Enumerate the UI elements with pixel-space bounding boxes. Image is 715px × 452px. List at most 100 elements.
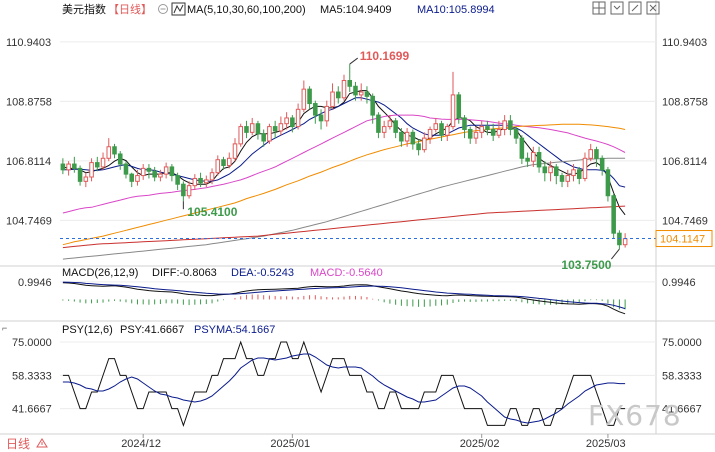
candle [232, 138, 238, 162]
candle [462, 115, 467, 139]
candle [290, 115, 295, 133]
warning-triangle-icon[interactable] [36, 438, 48, 448]
candle [370, 93, 375, 124]
settings-icon[interactable] [158, 4, 168, 14]
candle-body [525, 157, 530, 162]
candle [588, 143, 593, 162]
y-tick-label-right: 106.8114 [662, 156, 707, 168]
ma-legend-label: MA(5,10,30,60,100,200) [187, 4, 306, 16]
candle-body [192, 177, 198, 187]
close-icon[interactable] [646, 1, 660, 15]
candle-body [548, 166, 553, 174]
footer-period[interactable]: 日线 [6, 437, 48, 451]
candle-body [112, 146, 117, 155]
candle-body [106, 146, 112, 159]
macd-series [62, 281, 626, 315]
candle-body [313, 103, 318, 116]
candle [485, 120, 490, 136]
candle-body [599, 157, 605, 171]
macd-y-axis: 0.9946 0.9946 [18, 277, 696, 289]
candle [140, 164, 146, 180]
candle-body [370, 95, 375, 116]
candle [60, 158, 66, 175]
candle [152, 166, 157, 182]
candle [335, 86, 341, 104]
watermark: FX678 [588, 399, 682, 432]
candle [513, 126, 519, 144]
candle-body [140, 167, 146, 177]
candle-body [554, 166, 559, 177]
candle-body [255, 123, 261, 135]
candle [496, 120, 502, 139]
candle [135, 169, 140, 186]
candle [427, 126, 433, 144]
candle-body [381, 126, 387, 133]
y-tick-label-left: 110.9403 [6, 37, 51, 49]
candle [393, 117, 398, 139]
candle-body [479, 126, 484, 133]
candle-body [129, 173, 134, 182]
candle [571, 164, 576, 182]
candle-body [209, 172, 215, 181]
candle [272, 120, 278, 139]
candle [364, 86, 370, 104]
candle-body [272, 126, 278, 132]
candle [542, 161, 548, 182]
candle [554, 164, 559, 185]
candle-body [444, 126, 450, 136]
candle-body [72, 163, 77, 169]
ma-line-ma100 [62, 157, 626, 260]
candle [381, 120, 387, 139]
candle [95, 156, 100, 172]
candle [72, 156, 77, 173]
candle [226, 152, 232, 169]
candle [198, 172, 203, 188]
chart-type-icon[interactable] [171, 2, 186, 16]
footer-period-label[interactable]: 日线 [6, 437, 30, 451]
candle-body [95, 162, 100, 168]
candle [255, 120, 261, 140]
candle-body [427, 128, 433, 139]
candle-body [117, 153, 123, 165]
y-tick-label-left: 75.0000 [12, 337, 52, 349]
candle [146, 164, 152, 179]
psy-name: PSY(12,6) [62, 324, 113, 336]
candle-body [335, 91, 341, 99]
candle [284, 112, 289, 130]
x-axis: 2024/12 2025/01 2025/02 2025/03 [121, 434, 626, 450]
ma-line-ma30 [62, 114, 626, 214]
candle-body [290, 117, 295, 128]
high-marker [349, 57, 359, 65]
candle [559, 172, 565, 188]
y-tick-label-left: 0.9946 [18, 277, 52, 289]
candle [467, 126, 473, 144]
candle [192, 174, 198, 190]
candle [565, 169, 571, 188]
ma-line-ma60 [62, 123, 626, 246]
candle [129, 172, 134, 188]
candle [479, 120, 484, 139]
candle-body [508, 120, 513, 130]
candle-body [565, 175, 571, 182]
candle-body [364, 91, 370, 97]
expand-icon[interactable] [610, 1, 624, 15]
candle-body [169, 166, 175, 177]
candle [313, 100, 318, 124]
high-label: 110.1699 [360, 49, 410, 63]
candle-body [89, 162, 94, 178]
candle-body [416, 143, 421, 151]
candle [536, 146, 542, 173]
candle [410, 129, 416, 150]
period-label[interactable]: 【日线】 [108, 2, 152, 16]
candle [175, 172, 180, 190]
candle [422, 132, 427, 153]
candle-body [284, 117, 289, 125]
x-tick-label: 2025/02 [460, 438, 500, 450]
candle-body [77, 167, 83, 182]
candle-body [605, 169, 611, 197]
fullscreen-icon[interactable] [628, 1, 642, 15]
x-tick-label: 2025/01 [270, 438, 310, 450]
grid-icon[interactable] [592, 1, 606, 15]
psyma-value: PSYMA:54.1667 [194, 324, 275, 336]
